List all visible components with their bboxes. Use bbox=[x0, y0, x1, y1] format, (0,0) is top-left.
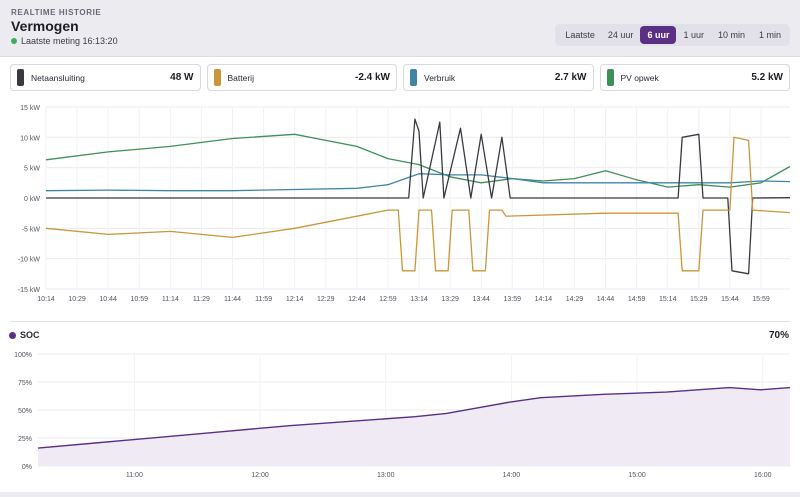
soc-dot-icon bbox=[9, 331, 16, 339]
series-line-pv-opwek bbox=[45, 133, 791, 188]
soc-label: SOC bbox=[20, 330, 40, 340]
time-range-label: Laatste bbox=[565, 30, 595, 40]
x-tick-label: 14:29 bbox=[566, 296, 584, 303]
x-tick-label: 11:00 bbox=[126, 472, 143, 478]
y-tick-label: 0% bbox=[22, 464, 32, 471]
x-tick-label: 11:14 bbox=[162, 296, 179, 303]
y-tick-label: 15 kW bbox=[20, 105, 40, 112]
legend-card-verbruik[interactable]: Verbruik 2.7 kW bbox=[403, 64, 594, 91]
x-tick-label: 13:59 bbox=[504, 296, 522, 303]
y-tick-label: 10 kW bbox=[20, 135, 40, 142]
x-tick-label: 10:29 bbox=[68, 296, 86, 303]
legend-card-value: 5.2 kW bbox=[751, 72, 783, 83]
soc-legend: SOC bbox=[9, 330, 40, 340]
y-tick-label: 75% bbox=[18, 380, 32, 387]
x-tick-label: 16:00 bbox=[754, 472, 772, 478]
x-tick-label: 11:29 bbox=[193, 296, 210, 303]
x-tick-label: 15:00 bbox=[628, 472, 646, 478]
chart-divider bbox=[10, 321, 790, 322]
x-tick-label: 13:00 bbox=[377, 472, 395, 478]
series-swatch bbox=[213, 69, 221, 86]
soc-area-fill bbox=[38, 387, 790, 466]
x-tick-label: 10:59 bbox=[130, 296, 148, 303]
page-title: Vermogen bbox=[11, 18, 79, 34]
x-tick-label: 15:59 bbox=[752, 296, 770, 303]
y-tick-label: 5 kW bbox=[24, 166, 40, 173]
y-tick-label: -5 kW bbox=[22, 226, 41, 233]
soc-area-chart: 100% 75% 50% 25% 0% 11:00 12:00 13:00 14:00 15:00… bbox=[14, 352, 791, 478]
legend-card-label: Netaansluiting bbox=[31, 72, 85, 83]
series-line-batterij bbox=[45, 136, 791, 272]
x-tick-label: 13:14 bbox=[410, 296, 428, 303]
last-measurement-text: Laatste meting 16:13:20 bbox=[21, 36, 118, 46]
legend-card-label: PV opwek bbox=[620, 72, 659, 83]
chart-panel: Netaansluiting 48 W Batterij -2.4 kW Ver… bbox=[0, 56, 800, 492]
x-tick-label: 14:59 bbox=[628, 296, 646, 303]
x-tick-label: 11:59 bbox=[255, 296, 272, 303]
range-button-1min[interactable]: 1 min bbox=[758, 30, 781, 40]
range-button-24h[interactable]: 24 uur bbox=[607, 30, 634, 40]
x-tick-label: 10:44 bbox=[99, 296, 117, 303]
y-tick-label: 0 kW bbox=[24, 196, 40, 203]
y-tick-label: 100% bbox=[14, 352, 32, 359]
series-line-soc bbox=[37, 386, 791, 449]
x-tick-label: 12:44 bbox=[348, 296, 366, 303]
section-eyebrow: REALTIME HISTORIE bbox=[11, 8, 102, 17]
x-tick-label: 15:29 bbox=[690, 296, 708, 303]
legend-card-value: 48 W bbox=[170, 72, 194, 83]
legend-card-value: 2.7 kW bbox=[554, 72, 587, 83]
x-tick-label: 10:14 bbox=[37, 296, 55, 303]
last-measurement-status: Laatste meting 16:13:20 bbox=[11, 36, 118, 46]
legend-card-pv-opwek[interactable]: PV opwek 5.2 kW bbox=[599, 64, 790, 91]
time-range-selector: Laatste 24 uur 6 uur 1 uur 10 min 1 min bbox=[555, 24, 790, 46]
soc-value: 70% bbox=[768, 330, 789, 341]
legend-card-batterij[interactable]: Batterij -2.4 kW bbox=[206, 64, 397, 91]
x-tick-label: 15:44 bbox=[721, 296, 739, 303]
x-tick-label: 12:59 bbox=[379, 296, 397, 303]
x-tick-label: 14:14 bbox=[535, 296, 553, 303]
y-tick-label: -15 kW bbox=[18, 287, 41, 294]
legend-card-value: -2.4 kW bbox=[354, 72, 390, 83]
x-tick-label: 14:00 bbox=[503, 472, 521, 478]
live-status-dot-icon bbox=[11, 38, 17, 44]
x-tick-label: 12:00 bbox=[251, 472, 269, 478]
legend-card-label: Batterij bbox=[227, 72, 254, 83]
range-button-6h[interactable]: 6 uur bbox=[640, 26, 677, 44]
page-header: REALTIME HISTORIE Vermogen Laatste metin… bbox=[0, 0, 800, 54]
legend-card-netaansluiting[interactable]: Netaansluiting 48 W bbox=[10, 64, 201, 91]
x-tick-label: 13:29 bbox=[441, 296, 459, 303]
range-button-10min[interactable]: 10 min bbox=[717, 30, 745, 40]
y-tick-label: -10 kW bbox=[18, 257, 41, 264]
x-tick-label: 12:29 bbox=[317, 296, 335, 303]
series-swatch bbox=[410, 69, 417, 86]
series-swatch bbox=[606, 69, 614, 86]
series-swatch bbox=[17, 69, 24, 86]
x-tick-label: 11:44 bbox=[224, 296, 241, 303]
series-line-netaansluiting bbox=[46, 118, 791, 275]
y-tick-label: 25% bbox=[18, 436, 32, 443]
x-tick-label: 15:14 bbox=[659, 296, 677, 303]
series-line-verbruik bbox=[45, 173, 791, 192]
range-button-1h[interactable]: 1 uur bbox=[683, 30, 704, 40]
x-tick-label: 14:44 bbox=[597, 296, 615, 303]
x-tick-label: 13:44 bbox=[472, 296, 490, 303]
x-tick-label: 12:14 bbox=[286, 296, 304, 303]
y-tick-label: 50% bbox=[18, 408, 32, 415]
legend-cards: Netaansluiting 48 W Batterij -2.4 kW Ver… bbox=[10, 64, 790, 91]
legend-card-label: Verbruik bbox=[424, 72, 456, 83]
power-line-chart: 15 kW 10 kW 5 kW 0 kW -5 kW -10 kW -15 kW 10:14… bbox=[18, 105, 791, 303]
